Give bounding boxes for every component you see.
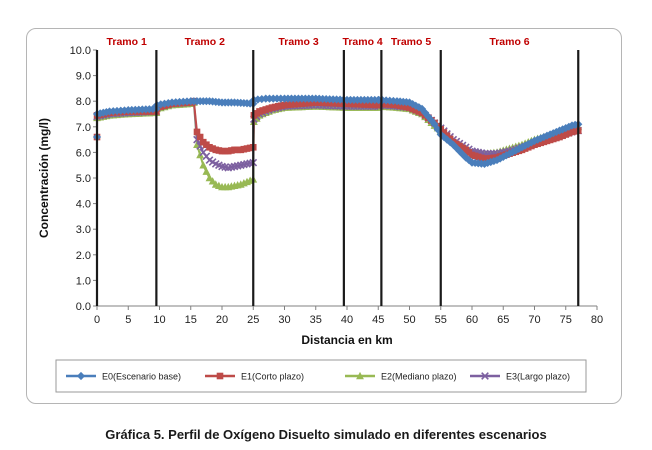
x-tick-label: 25 [247,314,259,326]
x-axis-title: Distancia en km [301,333,392,347]
x-tick-label: 65 [497,314,509,326]
data-point-stroke [199,148,208,157]
y-tick-label: 7.0 [76,122,91,134]
data-point [288,101,295,108]
x-tick-label: 0 [94,314,100,326]
x-tick-label: 30 [278,314,290,326]
data-point-stroke [221,163,229,171]
legend-label: E0(Escenario base) [102,372,181,382]
x-tick-label: 55 [435,314,447,326]
data-point [298,100,306,107]
data-point-stroke [205,156,214,164]
x-tick-label: 60 [466,314,478,326]
x-tick-label: 75 [560,314,572,326]
x-tick-label: 80 [591,314,603,326]
data-point [357,101,365,108]
legend-swatch-marker [356,371,364,380]
legend-label: E3(Largo plazo) [506,372,570,382]
y-tick-label: 1.0 [76,275,91,287]
data-point-stroke [218,162,226,171]
data-point [561,123,570,133]
data-point [552,127,561,137]
x-tick-label: 70 [528,314,540,326]
data-point [196,133,204,141]
segment-label: Tramo 4 [342,36,382,48]
data-point [371,101,379,109]
segment-label: Tramo 1 [107,36,147,48]
data-point [364,101,372,108]
data-point [308,99,316,107]
segment-label: Tramo 3 [278,36,318,48]
data-point [199,161,208,169]
data-point [284,101,292,109]
data-point [350,100,358,108]
y-tick-label: 10.0 [70,45,91,57]
data-point [253,95,262,104]
data-point [295,100,302,108]
data-point [193,128,201,136]
data-point [281,101,288,109]
x-tick-label: 50 [403,314,415,326]
segment-label: Tramo 2 [185,36,225,48]
legend-label: E1(Corto plazo) [241,372,304,382]
y-tick-label: 4.0 [76,199,91,211]
data-point [202,167,211,175]
data-point [305,99,313,107]
y-tick-label: 8.0 [76,96,91,108]
x-tick-label: 40 [341,314,353,326]
data-point [354,100,361,108]
data-point-stroke [211,160,220,168]
data-point [291,100,299,108]
legend-label: E2(Mediano plazo) [381,372,457,382]
data-point-stroke [215,161,223,170]
series-line [96,101,579,188]
y-tick-label: 0.0 [76,301,91,313]
data-point [368,101,375,109]
data-point-stroke [202,152,211,161]
series-triangle [93,98,583,191]
data-point [302,100,309,107]
chart-frame [26,28,622,404]
x-tick-label: 15 [185,314,197,326]
segment-label: Tramo 5 [391,36,431,48]
y-tick-label: 5.0 [76,173,91,185]
legend-swatch-marker [481,372,489,380]
data-point [361,101,368,108]
segment-label: Tramo 6 [489,36,529,48]
data-point [257,94,266,104]
x-tick-label: 35 [310,314,322,326]
y-tick-label: 2.0 [76,250,91,262]
y-axis-title: Concentración (mg/l) [37,118,51,238]
y-tick-label: 6.0 [76,147,91,159]
x-tick-label: 10 [153,314,165,326]
data-point-stroke [208,158,217,166]
y-tick-label: 9.0 [76,71,91,83]
legend-swatch-marker-stroke [481,372,489,380]
data-point [430,120,439,129]
series-diamond [92,94,583,169]
legend-swatch-marker [216,372,224,380]
legend-swatch-marker [76,371,86,381]
y-tick-label: 3.0 [76,224,91,236]
figure-caption: Gráfica 5. Perfil de Oxígeno Disuelto si… [105,427,547,442]
x-tick-label: 20 [216,314,228,326]
x-tick-label: 5 [125,314,131,326]
x-tick-label: 45 [372,314,384,326]
data-point [555,126,564,135]
